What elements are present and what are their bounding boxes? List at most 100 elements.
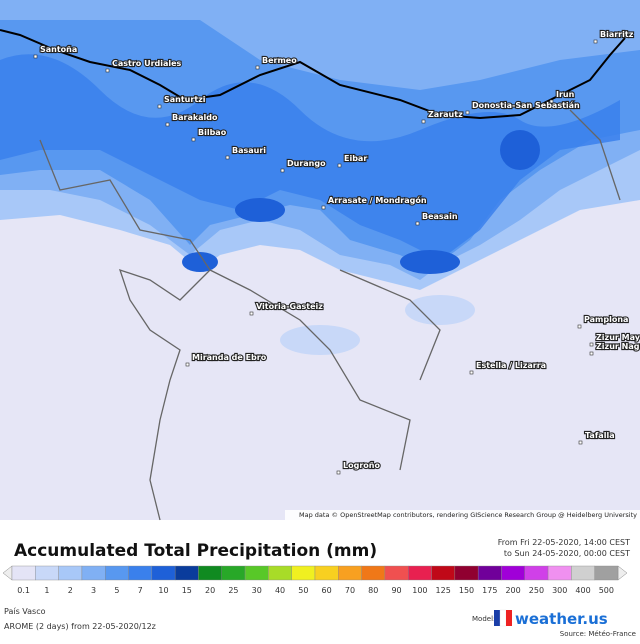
flag-red — [506, 610, 512, 626]
place-label: Zizur Nagusia — [596, 342, 640, 351]
scale-swatch — [81, 565, 106, 581]
scale-swatch — [571, 565, 595, 581]
scale-label: 125 — [436, 586, 451, 595]
place-label: Zizur Mayor — [596, 333, 640, 342]
legend-title: Accumulated Total Precipitation (mm) — [14, 541, 377, 561]
scale-swatch — [524, 565, 549, 581]
place-marker — [105, 68, 110, 73]
scale-swatch — [128, 565, 153, 581]
place-marker — [415, 221, 420, 226]
place-marker — [280, 168, 285, 173]
place-marker — [191, 137, 196, 142]
scale-label: 300 — [552, 586, 567, 595]
scale-swatch — [105, 565, 129, 581]
place-label: Arrasate / Mondragón — [328, 195, 427, 205]
place-label: Barakaldo — [172, 113, 218, 122]
scale-label: 50 — [298, 586, 308, 595]
scale-label: 1 — [44, 586, 49, 595]
place-label: Irun — [556, 90, 575, 99]
scale-label: 2 — [68, 586, 73, 595]
place-label: Eibar — [344, 154, 367, 163]
scale-swatch — [454, 565, 479, 581]
place-label: Donostia-San Sebastián — [472, 101, 580, 110]
flag-white — [499, 609, 507, 627]
scale-swatch — [221, 565, 246, 581]
scale-swatch — [384, 565, 409, 581]
scale-swatch — [314, 565, 339, 581]
place-marker — [589, 351, 594, 356]
scale-swatch — [151, 565, 176, 581]
scale-swatch — [291, 565, 316, 581]
scale-label: 80 — [368, 586, 378, 595]
place-label: Miranda de Ebro — [192, 353, 267, 362]
scale-label: 200 — [505, 586, 520, 595]
scale-label: 250 — [529, 586, 544, 595]
place-marker — [336, 470, 341, 475]
place-label: Bilbao — [198, 128, 227, 137]
attribution: Map data © OpenStreetMap contributors, r… — [299, 511, 637, 519]
brand: weather.us — [515, 610, 608, 628]
scale-swatch — [594, 565, 619, 581]
scale-label: 3 — [91, 586, 96, 595]
scale-label: 30 — [252, 586, 262, 595]
scale-label: 175 — [482, 586, 497, 595]
place-marker — [255, 65, 260, 70]
period-to: to Sun 24-05-2020, 00:00 CEST — [504, 549, 630, 558]
scale-label: 150 — [459, 586, 474, 595]
place-label: Logroño — [343, 461, 380, 470]
scale-swatch — [431, 565, 456, 581]
borders — [39, 109, 621, 521]
place-marker — [157, 104, 162, 109]
period-from: From Fri 22-05-2020, 14:00 CEST — [498, 538, 630, 547]
scale-label: 90 — [391, 586, 401, 595]
scale-swatch — [477, 565, 502, 581]
scale-swatch — [35, 565, 59, 581]
source: Source: Météo-France — [560, 630, 636, 638]
place-label: Santoña — [40, 45, 77, 54]
scale-label: 400 — [575, 586, 590, 595]
scale-swatch — [361, 565, 386, 581]
place-label: Biarritz — [600, 30, 634, 39]
place-marker — [249, 311, 254, 316]
scale-label: 20 — [205, 586, 215, 595]
scale-label: 60 — [322, 586, 332, 595]
place-marker — [337, 163, 342, 168]
scale-arrow-left — [2, 565, 13, 581]
place-label: Estella / Lizarra — [476, 361, 546, 370]
scale-swatch — [174, 565, 199, 581]
scale-swatch — [58, 565, 83, 581]
place-marker — [465, 110, 470, 115]
scale-swatch — [268, 565, 292, 581]
place-marker — [321, 205, 326, 210]
scale-label: 7 — [138, 586, 143, 595]
scale-swatch — [408, 565, 432, 581]
scale-arrow-right — [617, 565, 628, 581]
color-scale: 0.1 1 2 3 5 7 10 15 20 25 30 40 50 60 70 80 90 100 125 150 1… — [2, 565, 628, 595]
scale-label: 100 — [412, 586, 427, 595]
place-marker — [33, 54, 38, 59]
scale-label: 70 — [345, 586, 355, 595]
precip-field — [0, 0, 640, 355]
scale-label: 25 — [228, 586, 238, 595]
place-marker — [469, 370, 474, 375]
model-run: AROME (2 days) from 22-05-2020/12z — [4, 622, 156, 631]
place-label: Bermeo — [262, 56, 297, 65]
place-marker — [589, 342, 594, 347]
place-label: Beasain — [422, 212, 458, 221]
attribution-bg — [285, 510, 640, 520]
scale-swatch — [338, 565, 362, 581]
scale-swatch — [501, 565, 525, 581]
scale-label: 10 — [158, 586, 168, 595]
place-marker — [578, 440, 583, 445]
place-marker — [593, 39, 598, 44]
place-label: Santurtzi — [164, 95, 206, 104]
scale-swatch — [11, 565, 36, 581]
place-marker — [165, 122, 170, 127]
place-label: Castro Urdiales — [112, 59, 182, 68]
place-label: Tafalla — [585, 431, 615, 440]
flag-blue — [494, 610, 500, 626]
place-label: Durango — [287, 159, 326, 168]
scale-label: 0.1 — [17, 586, 30, 595]
place-label: Basauri — [232, 146, 266, 155]
model-label: Model: — [472, 615, 495, 623]
